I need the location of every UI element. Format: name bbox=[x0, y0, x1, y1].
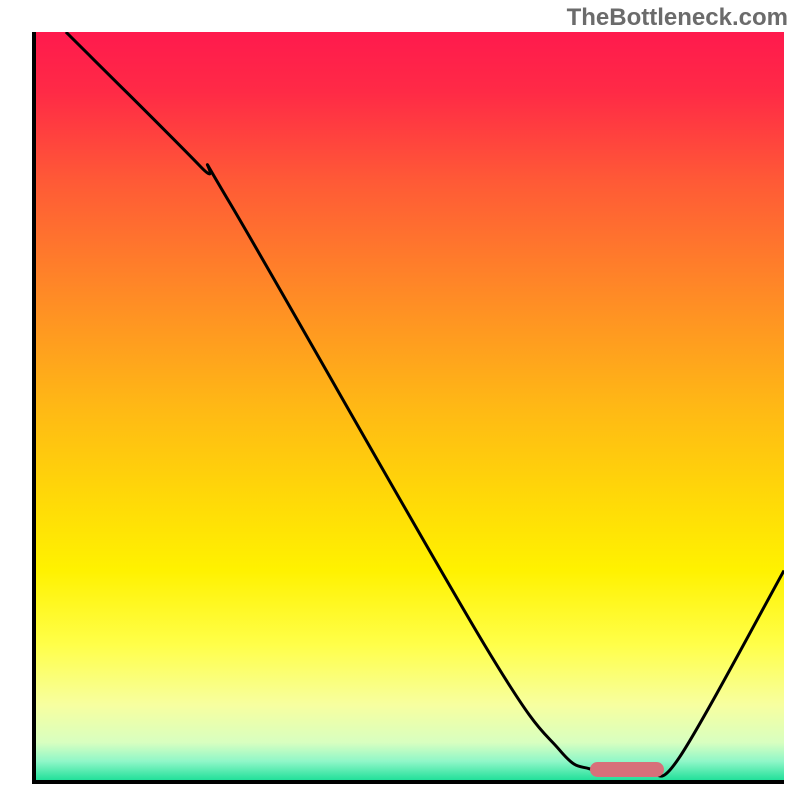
watermark-text: TheBottleneck.com bbox=[567, 4, 788, 32]
optimal-zone-marker bbox=[590, 762, 665, 777]
bottleneck-curve bbox=[36, 32, 784, 780]
chart-plot-area bbox=[32, 32, 784, 784]
